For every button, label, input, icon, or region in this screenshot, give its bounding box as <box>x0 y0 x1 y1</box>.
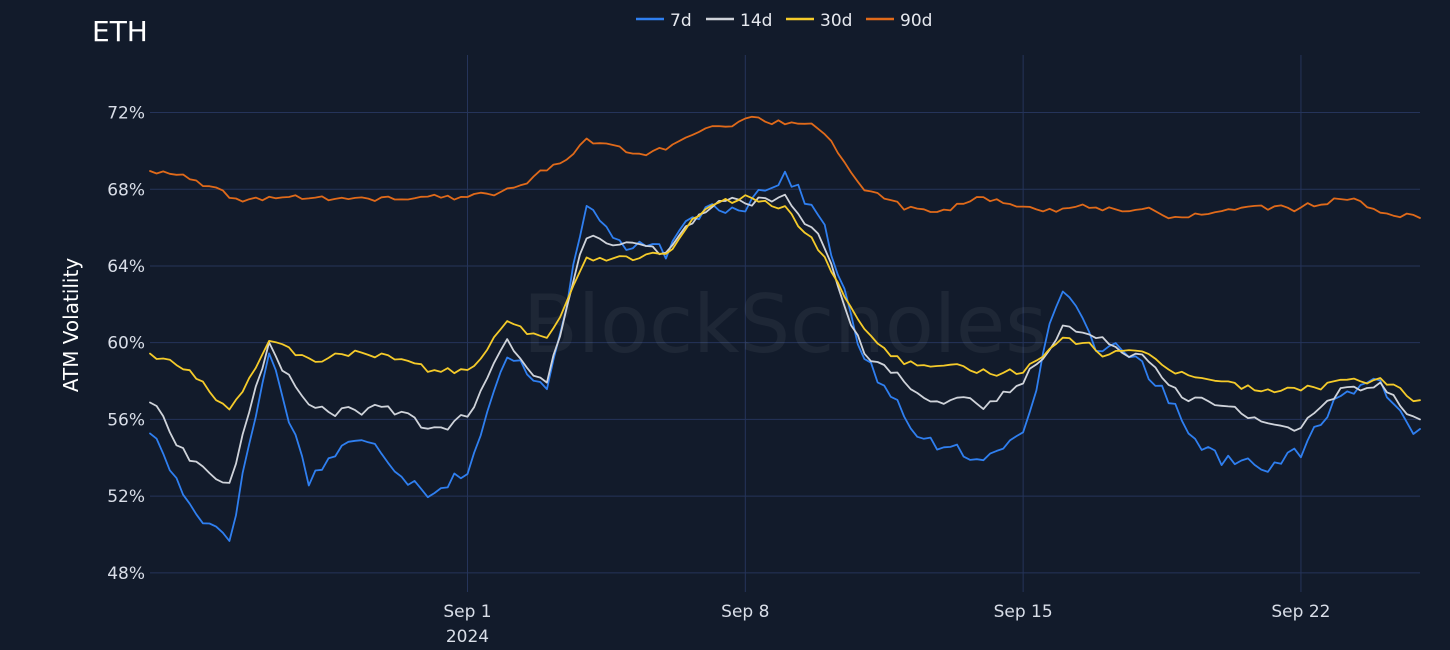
y-tick-label: 64% <box>107 257 145 277</box>
legend: 7d 14d 30d 90d <box>636 11 932 31</box>
x-tick-label: Sep 22 <box>1271 602 1330 622</box>
chart-title: ETH <box>92 15 148 48</box>
series-line-90d <box>149 115 1421 220</box>
y-axis-label: ATM Volatility <box>59 258 83 392</box>
y-tick-label: 52% <box>107 487 145 507</box>
x-tick-year-label: 2024 <box>446 627 489 647</box>
x-tick-label: Sep 15 <box>994 602 1053 622</box>
series-line-30d <box>149 194 1421 411</box>
y-tick-label: 60% <box>107 334 145 354</box>
x-axis-ticks: Sep 1 2024 Sep 8 Sep 15 Sep 22 <box>443 602 1330 647</box>
series-line-7d <box>149 170 1421 542</box>
watermark: BlockScholes <box>523 278 1047 371</box>
legend-label-90d: 90d <box>900 11 932 31</box>
x-tick-label: Sep 8 <box>721 602 769 622</box>
y-tick-label: 48% <box>107 564 145 584</box>
y-tick-label: 72% <box>107 104 145 124</box>
y-tick-label: 68% <box>107 180 145 200</box>
series-lines <box>149 115 1421 542</box>
grid <box>150 55 1420 592</box>
y-axis-ticks: 48% 52% 56% 60% 64% 68% 72% <box>107 104 145 584</box>
legend-label-14d: 14d <box>740 11 772 31</box>
legend-label-7d: 7d <box>670 11 692 31</box>
y-tick-label: 56% <box>107 410 145 430</box>
legend-label-30d: 30d <box>820 11 852 31</box>
x-tick-label: Sep 1 <box>443 602 491 622</box>
series-line-14d <box>149 193 1421 484</box>
